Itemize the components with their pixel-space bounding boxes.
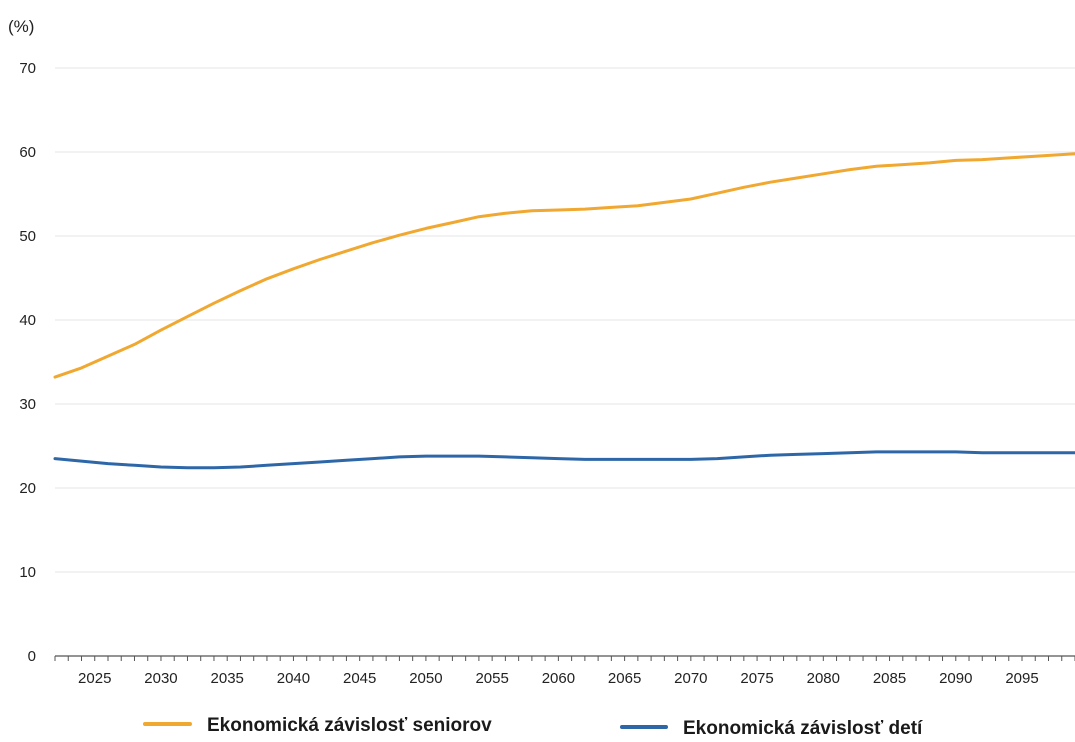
x-tick-label: 2030 (144, 670, 177, 687)
legend: Ekonomická závislosť seniorov Ekonomická … (143, 715, 923, 739)
y-tick-labels: 0 10 20 30 40 50 60 70 (19, 60, 36, 665)
x-tick-label: 2085 (873, 670, 906, 687)
y-tick-label: 20 (19, 480, 36, 497)
y-tick-label: 50 (19, 228, 36, 245)
x-tick-label: 2025 (78, 670, 111, 687)
x-tick-label: 2050 (409, 670, 442, 687)
x-tick-label: 2060 (542, 670, 575, 687)
legend-label-seniors: Ekonomická závislosť seniorov (207, 715, 492, 736)
y-tick-label: 70 (19, 60, 36, 77)
series-line-seniors (53, 152, 1075, 379)
series-line-children (53, 450, 1075, 470)
x-axis (54, 655, 1075, 661)
x-tick-label: 2065 (608, 670, 641, 687)
x-tick-label: 2040 (277, 670, 310, 687)
x-tick-label: 2095 (1005, 670, 1038, 687)
x-tick-label: 2070 (674, 670, 707, 687)
x-tick-label: 2055 (475, 670, 508, 687)
y-tick-label: 0 (28, 648, 36, 665)
y-tick-label: 30 (19, 396, 36, 413)
y-tick-label: 60 (19, 144, 36, 161)
x-tick-label: 2075 (740, 670, 773, 687)
legend-label-children: Ekonomická závislosť detí (683, 718, 923, 739)
x-tick-labels: 2025 2030 2035 2040 2045 2050 2055 2060 2065 2070… (78, 670, 1039, 687)
y-tick-label: 10 (19, 564, 36, 581)
series-lines (53, 152, 1075, 470)
x-tick-label: 2035 (211, 670, 244, 687)
x-tick-label: 2080 (807, 670, 840, 687)
y-axis-unit-label: (%) (8, 17, 34, 36)
x-tick-label: 2090 (939, 670, 972, 687)
gridlines (55, 67, 1075, 573)
x-tick-label: 2045 (343, 670, 376, 687)
y-tick-label: 40 (19, 312, 36, 329)
